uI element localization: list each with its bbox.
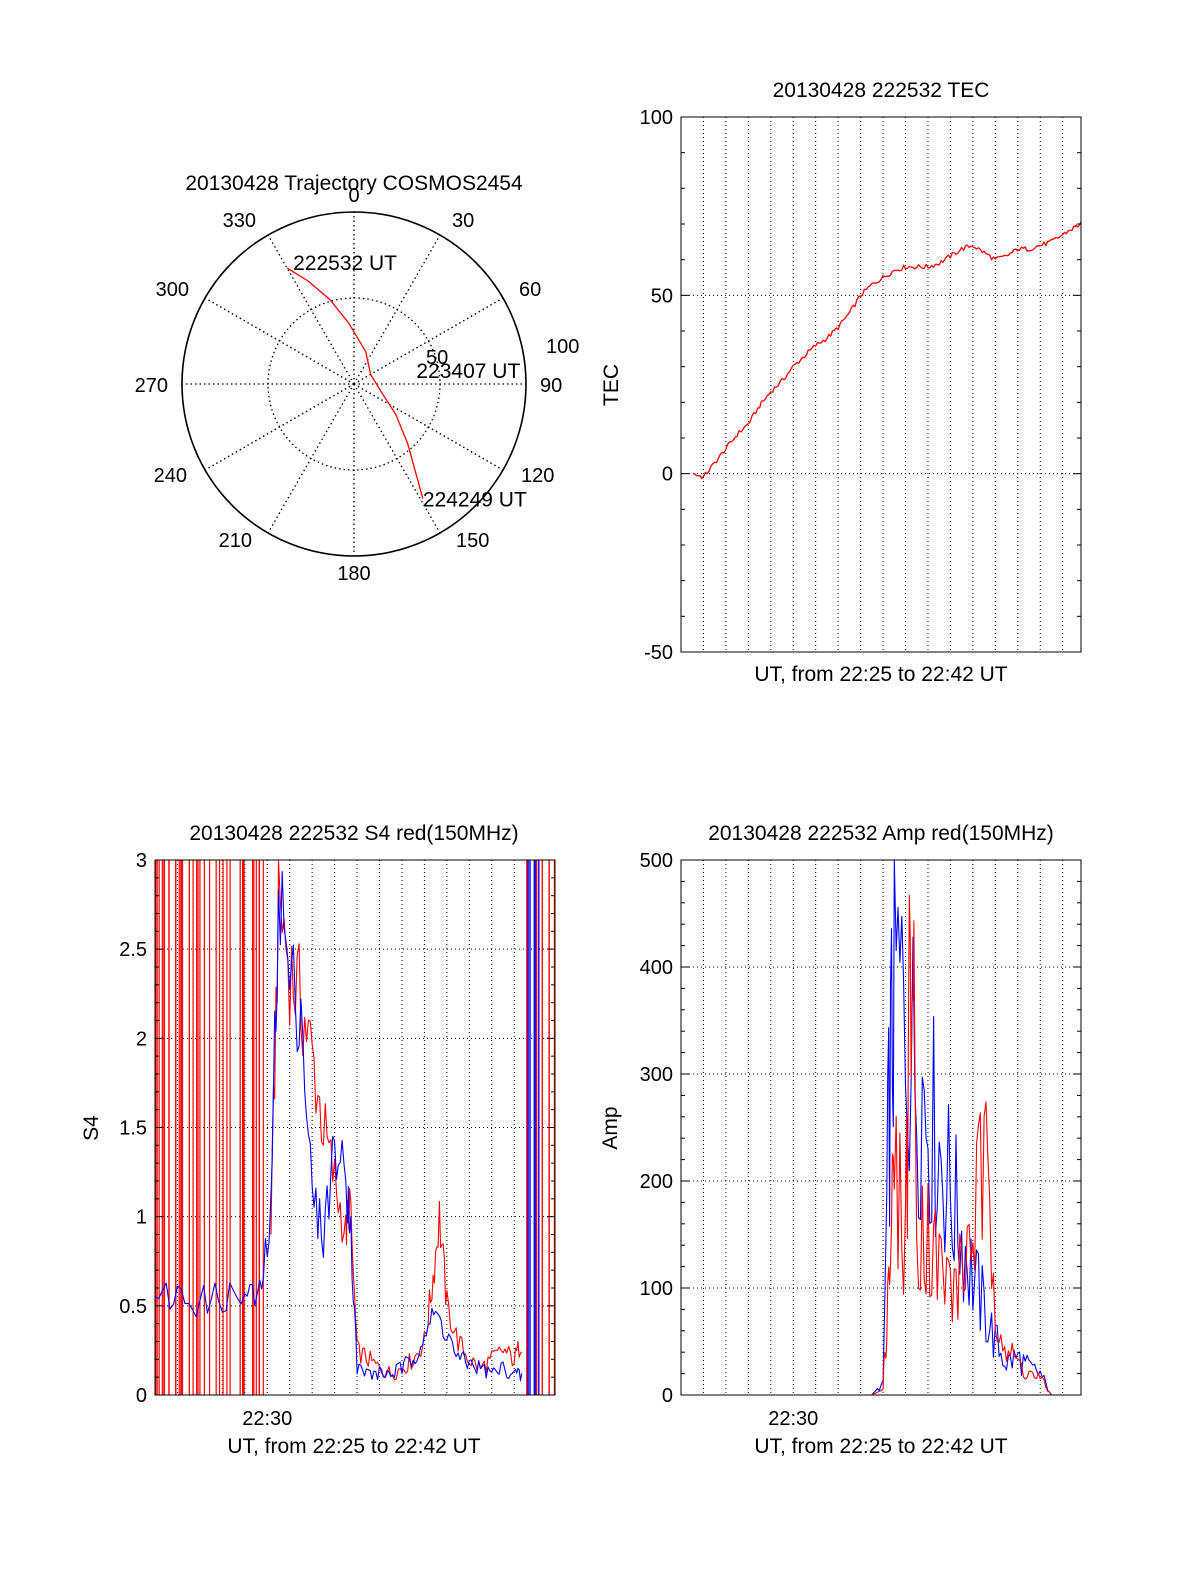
amp-grid [681,860,1081,1395]
polar-angle-label: 270 [135,375,168,397]
polar-series [286,267,424,499]
trajectory-polar-plot: 20130428 Trajectory COSMOS2454 0 30 60 90 12… [135,172,580,585]
y-tick-label: 0 [662,464,673,486]
tec-xlabel: UT, from 22:25 to 22:42 UT [754,663,1007,686]
trajectory-line [286,267,424,499]
series-line-blue [681,859,1052,1396]
amp-plot: 20130428 222532 Amp red(150MHz) 0 100 200 3… [599,822,1082,1458]
tec-title: 20130428 222532 TEC [773,79,990,102]
polar-spoke [353,297,504,385]
amp-xlabel: UT, from 22:25 to 22:42 UT [754,1435,1007,1458]
amp-series [681,859,1052,1396]
x-tick-label: 22:30 [242,1408,292,1430]
polar-radial-label: 100 [546,336,579,358]
x-tick-label: 22:30 [768,1408,818,1430]
trajectory-time-label: 223407 UT [416,360,520,383]
polar-spoke [204,297,355,385]
tec-ylabel: TEC [600,364,623,406]
polar-spoke [267,383,355,534]
y-tick-label: 0.5 [119,1296,147,1318]
s4-plot: 20130428 222532 S4 red(150MHz) 0 0.5 1 1.5 2… [80,822,556,1458]
series-line-blue [154,871,523,1382]
y-tick-label: 300 [640,1064,673,1086]
polar-outer-ring [181,211,527,557]
series-line-red [692,221,1082,480]
polar-angle-label: 150 [456,530,489,552]
amp-ticks: 0 100 200 300 400 500 22:30 [640,850,1081,1430]
polar-angle-label: 180 [337,563,370,585]
s4-ticks: 0 0.5 1 1.5 2 2.5 3 22:30 [119,850,555,1430]
y-tick-label: 100 [640,1278,673,1300]
trajectory-time-label: 222532 UT [293,252,397,275]
y-tick-label: 50 [651,285,673,307]
amp-title: 20130428 222532 Amp red(150MHz) [708,822,1054,845]
polar-angle-label: 300 [156,279,189,301]
polar-labels: 0 30 60 90 120 150 180 210 240 270 300 330 50 100 [135,185,580,585]
s4-series [154,859,556,1395]
polar-angle-label: 60 [519,279,541,301]
y-tick-label: 0 [662,1385,673,1407]
y-tick-label: 1 [136,1207,147,1229]
polar-grid [182,212,526,556]
polar-angle-label: 0 [348,185,359,207]
y-tick-label: 500 [640,850,673,872]
series-line-red [681,894,1052,1396]
polar-spoke [353,234,441,385]
y-tick-label: 100 [640,107,673,129]
polar-annotations: 222532 UT 223407 UT 224249 UT [293,252,527,512]
y-tick-label: 1.5 [119,1118,147,1140]
polar-spoke [353,383,441,534]
amp-frame [680,859,1082,1396]
tec-frame [680,116,1082,653]
tec-plot: 20130428 222532 TEC -50 0 50 100 UT, from 2… [600,79,1082,686]
s4-xlabel: UT, from 22:25 to 22:42 UT [227,1435,480,1458]
polar-angle-label: 330 [223,210,256,232]
tec-series [692,221,1082,480]
tec-grid [681,117,1081,652]
y-tick-label: 3 [136,850,147,872]
s4-title: 20130428 222532 S4 red(150MHz) [189,822,518,845]
series-line-red [270,859,523,1381]
polar-spoke [267,234,355,385]
y-tick-label: 0 [136,1385,147,1407]
y-tick-label: 400 [640,957,673,979]
y-tick-label: -50 [644,642,673,664]
polar-angle-label: 240 [154,465,187,487]
y-tick-label: 2 [136,1028,147,1050]
polar-angle-label: 90 [540,375,562,397]
polar-angle-label: 120 [521,465,554,487]
polar-radial-label: 50 [426,347,448,369]
amp-ylabel: Amp [599,1106,622,1149]
tec-ticks: -50 0 50 100 [640,107,1081,664]
s4-ylabel: S4 [80,1115,103,1141]
y-tick-label: 2.5 [119,939,147,961]
polar-angle-label: 30 [452,210,474,232]
polar-title: 20130428 Trajectory COSMOS2454 [185,172,523,195]
y-tick-label: 200 [640,1171,673,1193]
polar-ring [267,297,441,471]
polar-spoke [204,383,355,471]
trajectory-time-label: 224249 UT [423,489,527,512]
polar-angle-label: 210 [219,530,252,552]
